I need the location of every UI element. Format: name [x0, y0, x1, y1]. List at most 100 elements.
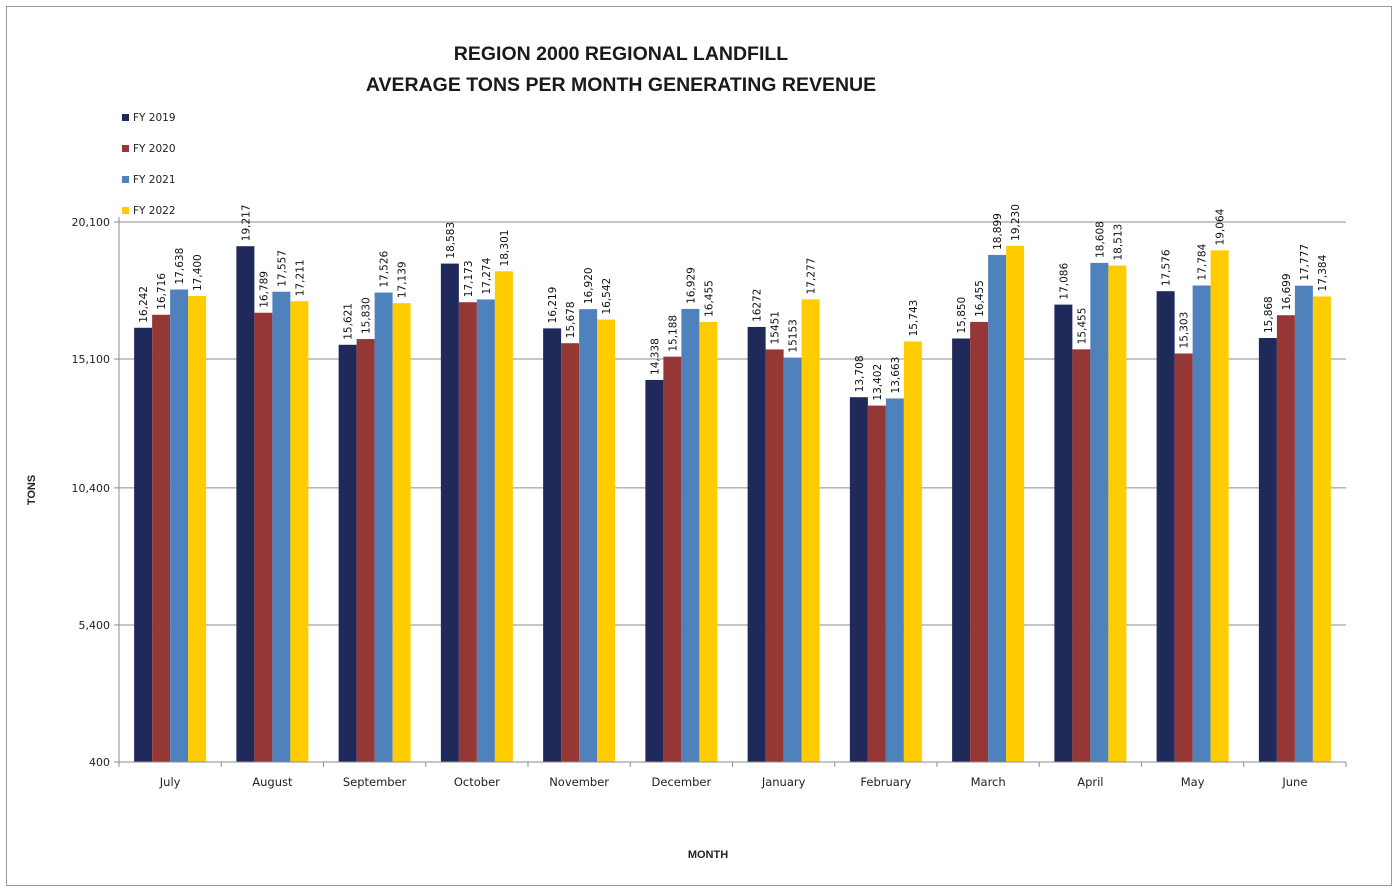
y-tick-label: 400 [89, 756, 110, 769]
data-label: 13,663 [890, 357, 902, 394]
data-label: 16,929 [685, 267, 697, 304]
data-label: 15,303 [1179, 312, 1191, 349]
bars [134, 245, 1331, 763]
x-tick-label: November [549, 775, 609, 789]
bar [356, 339, 375, 762]
chart-frame: REGION 2000 REGIONAL LANDFILL AVERAGE TO… [6, 6, 1392, 886]
data-label: 19,230 [1010, 204, 1022, 241]
legend-label: FY 2020 [133, 143, 176, 155]
x-tick-label: April [1077, 775, 1103, 789]
legend-label: FY 2019 [133, 112, 176, 124]
bar [952, 338, 971, 762]
bar [561, 343, 580, 762]
data-label: 16272 [752, 289, 764, 322]
data-label: 17,211 [294, 259, 306, 296]
bar [597, 319, 616, 762]
data-label: 15,743 [908, 300, 920, 337]
x-tick-label: March [971, 775, 1006, 789]
bar [1054, 304, 1073, 762]
data-label: 16,542 [601, 278, 613, 315]
bar [440, 263, 459, 762]
legend-swatch [122, 114, 129, 121]
bar [747, 326, 766, 762]
data-label: 15,830 [361, 297, 373, 334]
bar [1312, 296, 1331, 762]
data-label: 18,899 [992, 213, 1004, 250]
data-label: 15153 [788, 319, 800, 352]
bar [1108, 265, 1127, 762]
data-label: 15,188 [667, 315, 679, 352]
data-label: 15,621 [343, 303, 355, 340]
data-labels: 16,242 16,716 17,638 17,400 19,217 16,789 17,5… [138, 204, 1329, 401]
bar [663, 356, 682, 762]
bar [1258, 338, 1277, 762]
bar [988, 254, 1007, 762]
bar [970, 321, 989, 762]
bar [494, 271, 513, 762]
chart-title-line-2: AVERAGE TONS PER MONTH GENERATING REVENU… [366, 74, 876, 96]
bar [699, 321, 718, 762]
data-label: 17,277 [806, 258, 818, 295]
data-label: 16,219 [547, 287, 559, 324]
data-label: 15,868 [1263, 296, 1275, 333]
data-label: 17,384 [1317, 254, 1329, 291]
legend-swatch [122, 207, 129, 214]
data-label: 16,699 [1281, 273, 1293, 310]
data-label: 17,274 [481, 257, 493, 294]
data-label: 14,338 [649, 338, 661, 375]
bar [1072, 349, 1091, 762]
data-label: 16,789 [258, 271, 270, 308]
data-label: 19,064 [1215, 208, 1227, 245]
bar [134, 327, 153, 762]
bar-chart: REGION 2000 REGIONAL LANDFILL AVERAGE TO… [26, 43, 1347, 861]
chart-title: REGION 2000 REGIONAL LANDFILL AVERAGE TO… [366, 43, 876, 96]
bar [1294, 285, 1313, 762]
bar [765, 349, 784, 762]
x-tick-label: January [761, 775, 806, 789]
x-tick-label: September [343, 775, 407, 789]
data-label: 13,708 [854, 355, 866, 392]
bar [801, 299, 820, 762]
legend-label: FY 2022 [133, 205, 176, 217]
bar [1192, 285, 1211, 762]
chart-title-line-1: REGION 2000 REGIONAL LANDFILL [454, 43, 789, 65]
x-axis-title: MONTH [688, 849, 728, 861]
data-label: 17,784 [1197, 243, 1209, 280]
bar [290, 301, 309, 762]
y-tick-label: 5,400 [79, 619, 111, 632]
y-axis-title: TONS [26, 475, 38, 505]
gridlines [119, 221, 1346, 626]
x-tick-label: July [159, 775, 181, 789]
data-label: 16,716 [156, 273, 168, 310]
x-tick-label: December [652, 775, 712, 789]
bar [867, 405, 886, 762]
data-label: 16,455 [703, 280, 715, 317]
data-label: 15451 [770, 311, 782, 344]
bar [543, 328, 562, 762]
bar [392, 303, 411, 762]
bar [338, 344, 357, 762]
legend-swatch [122, 176, 129, 183]
data-label: 18,301 [499, 230, 511, 267]
data-label: 16,242 [138, 286, 150, 323]
bar [374, 292, 393, 762]
bar [1174, 353, 1193, 762]
bar [1090, 262, 1109, 762]
data-label: 17,576 [1161, 249, 1173, 286]
bar [476, 299, 495, 762]
data-label: 17,638 [174, 248, 186, 285]
x-tick-label: October [454, 775, 500, 789]
x-tick-label: May [1181, 775, 1205, 789]
legend-swatch [122, 145, 129, 152]
data-label: 17,139 [397, 261, 409, 298]
bar [188, 296, 207, 762]
bar [903, 341, 922, 762]
bar [152, 314, 171, 762]
data-label: 15,678 [565, 301, 577, 338]
bar [1006, 245, 1025, 762]
data-label: 17,777 [1299, 244, 1311, 281]
bar [1210, 250, 1229, 763]
axes: 400 5,400 10,400 15,100 20,100 July August Sept… [72, 216, 1347, 789]
x-tick-label: February [860, 775, 911, 789]
bar [254, 312, 273, 762]
